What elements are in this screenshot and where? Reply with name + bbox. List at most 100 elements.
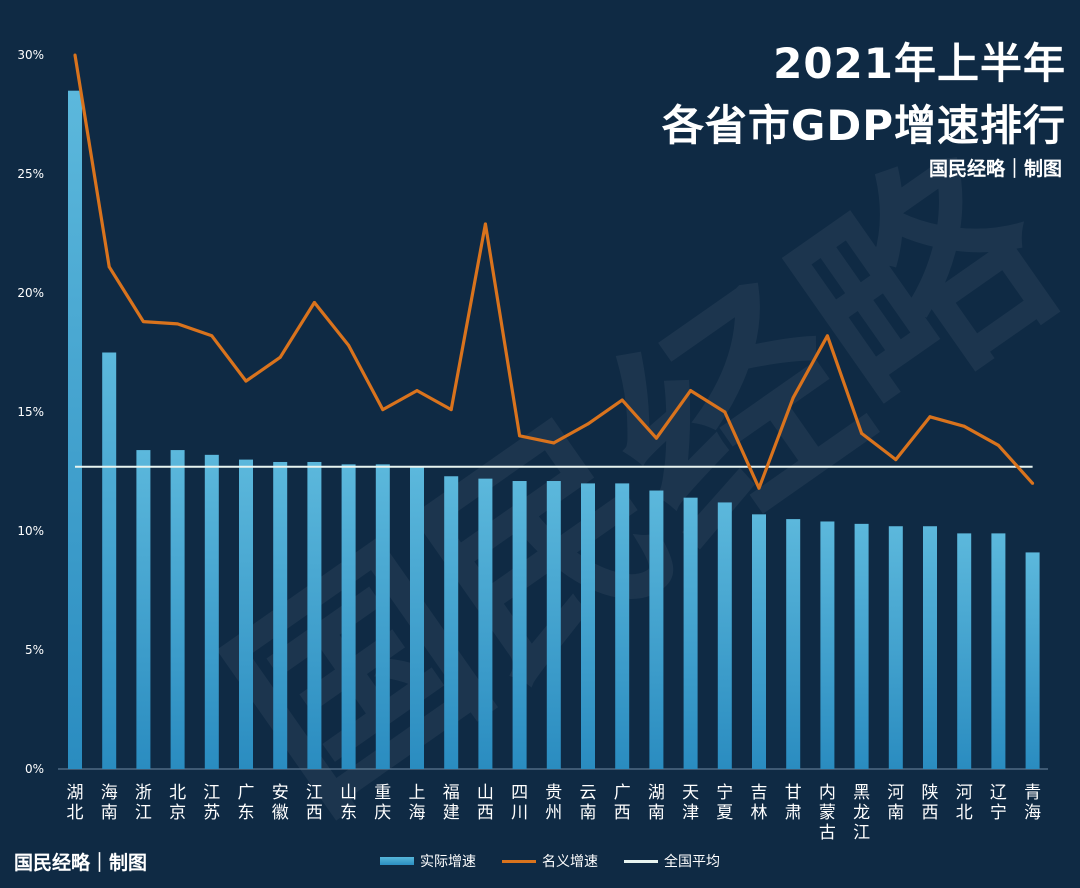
x-tick-label: 北京 xyxy=(169,783,186,823)
x-tick-label: 上海 xyxy=(409,783,426,823)
nominal-point xyxy=(107,265,111,269)
nominal-point xyxy=(825,334,829,338)
nominal-point xyxy=(654,436,658,440)
chart-title-line1: 2021年上半年 xyxy=(773,39,1066,88)
bar-actual xyxy=(991,533,1006,769)
x-tick-label: 内蒙古 xyxy=(819,783,836,843)
nominal-point xyxy=(860,431,864,435)
x-tick-label: 广西 xyxy=(614,783,631,823)
bar-actual xyxy=(888,526,903,769)
bar-actual xyxy=(375,464,390,769)
y-tick-label: 30% xyxy=(17,48,44,62)
x-tick-label: 青海 xyxy=(1024,783,1041,823)
nominal-point xyxy=(518,434,522,438)
credit-bottom: 国民经略｜制图 xyxy=(14,852,148,874)
x-tick-label: 河北 xyxy=(956,783,973,823)
bar-actual xyxy=(102,352,117,769)
nominal-point xyxy=(552,441,556,445)
nominal-point xyxy=(723,410,727,414)
bar-actual xyxy=(786,519,801,769)
nominal-point xyxy=(586,422,590,426)
nominal-point xyxy=(449,408,453,412)
x-tick-label: 浙江 xyxy=(135,783,152,823)
bar-actual xyxy=(717,502,732,769)
x-tick-label: 湖南 xyxy=(648,783,665,823)
x-tick-label: 山东 xyxy=(340,783,357,823)
bar-series-actual xyxy=(68,90,1040,769)
bar-actual xyxy=(170,450,185,769)
bar-actual xyxy=(615,483,630,769)
bar-actual xyxy=(410,466,424,769)
nominal-point xyxy=(141,320,145,324)
x-tick-label: 安徽 xyxy=(272,783,289,823)
nominal-point xyxy=(996,443,1000,447)
x-axis: 湖北海南浙江北京江苏广东安徽江西山东重庆上海福建山西四川贵州云南广西湖南天津宁夏… xyxy=(67,783,1042,843)
nominal-point xyxy=(689,389,693,393)
y-tick-label: 25% xyxy=(17,167,44,181)
y-tick-label: 15% xyxy=(17,405,44,419)
chart-title-line2: 各省市GDP增速排行 xyxy=(661,101,1066,150)
bar-actual xyxy=(512,481,527,769)
x-tick-label: 海南 xyxy=(101,783,118,823)
nominal-point xyxy=(312,301,316,305)
bar-actual xyxy=(752,514,766,769)
bar-actual xyxy=(478,478,493,769)
bar-actual xyxy=(1025,552,1040,769)
legend-label-nominal: 名义增速 xyxy=(542,854,598,870)
nominal-point xyxy=(962,424,966,428)
nominal-point xyxy=(210,334,214,338)
y-tick-label: 0% xyxy=(25,762,44,776)
bar-actual xyxy=(444,476,459,769)
x-tick-label: 福建 xyxy=(443,783,460,823)
y-tick-label: 10% xyxy=(17,524,44,538)
nominal-point xyxy=(73,53,77,57)
x-tick-label: 云南 xyxy=(580,783,597,823)
legend-swatch-nominal xyxy=(502,859,536,863)
bar-actual xyxy=(581,483,595,769)
bar-actual xyxy=(341,464,356,769)
bar-actual xyxy=(546,481,561,769)
nominal-point xyxy=(791,396,795,400)
nominal-point xyxy=(415,389,419,393)
nominal-point xyxy=(176,322,180,326)
legend-swatch-national xyxy=(624,859,658,863)
bar-actual xyxy=(854,523,869,769)
x-tick-label: 贵州 xyxy=(545,783,562,823)
nominal-point xyxy=(894,458,898,462)
x-tick-label: 宁夏 xyxy=(716,783,733,823)
bar-actual xyxy=(204,454,219,769)
bar-actual xyxy=(923,526,937,769)
x-tick-label: 广东 xyxy=(238,783,255,823)
x-tick-label: 湖北 xyxy=(67,783,84,823)
legend-item-national: 全国平均 xyxy=(624,851,720,871)
nominal-point xyxy=(347,343,351,347)
x-tick-label: 江苏 xyxy=(203,783,220,823)
x-tick-label: 江西 xyxy=(306,783,323,823)
x-tick-label: 吉林 xyxy=(751,783,768,823)
bar-actual xyxy=(239,459,253,769)
x-tick-label: 山西 xyxy=(477,783,494,823)
x-tick-label: 甘肃 xyxy=(785,783,802,823)
x-tick-label: 陕西 xyxy=(922,783,939,823)
legend-item-nominal: 名义增速 xyxy=(502,851,598,871)
x-tick-label: 河南 xyxy=(887,783,904,823)
bar-actual xyxy=(683,497,698,769)
nominal-point xyxy=(757,486,761,490)
credit-top: 国民经略｜制图 xyxy=(928,158,1062,180)
x-tick-label: 天津 xyxy=(682,783,699,823)
legend-swatch-actual xyxy=(380,857,414,865)
nominal-point xyxy=(244,379,248,383)
nominal-point xyxy=(928,415,932,419)
nominal-point xyxy=(1031,481,1035,485)
y-tick-label: 20% xyxy=(17,286,44,300)
bar-actual xyxy=(307,461,322,769)
legend: 实际增速 名义增速 全国平均 xyxy=(380,851,746,871)
nominal-point xyxy=(620,398,624,402)
x-tick-label: 黑龙江 xyxy=(853,783,870,843)
nominal-point xyxy=(483,222,487,226)
x-tick-label: 四川 xyxy=(511,783,528,823)
legend-item-actual: 实际增速 xyxy=(380,851,476,871)
y-tick-label: 5% xyxy=(25,643,44,657)
bar-actual xyxy=(649,490,664,769)
